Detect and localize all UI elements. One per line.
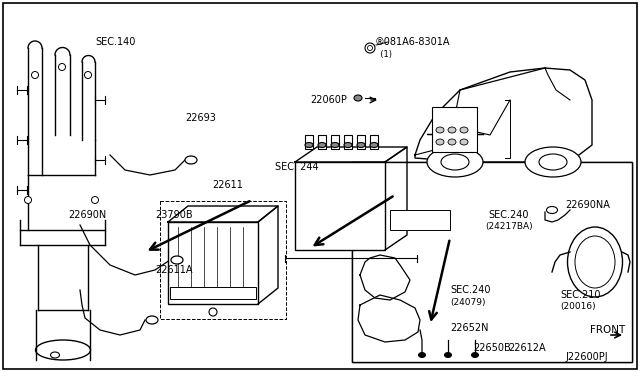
Ellipse shape <box>344 142 352 148</box>
Bar <box>168 222 258 304</box>
Ellipse shape <box>209 308 217 316</box>
Ellipse shape <box>357 142 365 148</box>
Text: 23790B: 23790B <box>155 210 193 220</box>
Ellipse shape <box>171 256 183 264</box>
Bar <box>318 135 326 149</box>
Text: SEC.210: SEC.210 <box>560 290 600 300</box>
Ellipse shape <box>51 352 60 358</box>
Ellipse shape <box>525 147 581 177</box>
Ellipse shape <box>427 147 483 177</box>
Ellipse shape <box>419 353 426 357</box>
Ellipse shape <box>185 156 197 164</box>
Bar <box>170 287 256 299</box>
Bar <box>331 135 339 149</box>
Ellipse shape <box>146 316 158 324</box>
Text: 22611A: 22611A <box>155 265 193 275</box>
Text: 22693: 22693 <box>185 113 216 123</box>
Text: SEC.240: SEC.240 <box>488 210 529 220</box>
Text: SEC.240: SEC.240 <box>450 285 490 295</box>
Text: 22650B: 22650B <box>473 343 511 353</box>
Text: 22060P: 22060P <box>310 95 347 105</box>
Ellipse shape <box>331 142 339 148</box>
Ellipse shape <box>370 142 378 148</box>
Ellipse shape <box>354 95 362 101</box>
Ellipse shape <box>448 127 456 133</box>
Bar <box>432 107 477 152</box>
Ellipse shape <box>365 43 375 53</box>
Bar <box>305 135 313 149</box>
Ellipse shape <box>84 71 92 78</box>
Text: (1): (1) <box>375 51 392 60</box>
Ellipse shape <box>58 64 65 71</box>
Ellipse shape <box>436 139 444 145</box>
Text: 22690N: 22690N <box>68 210 106 220</box>
Ellipse shape <box>318 142 326 148</box>
Text: FRONT: FRONT <box>590 325 625 335</box>
Text: 22690NA: 22690NA <box>565 200 610 210</box>
Text: (20016): (20016) <box>560 302 596 311</box>
Ellipse shape <box>305 142 313 148</box>
Ellipse shape <box>441 154 469 170</box>
Bar <box>370 135 378 149</box>
Bar <box>352 162 632 362</box>
Text: 22652N: 22652N <box>450 323 488 333</box>
Bar <box>357 135 365 149</box>
Ellipse shape <box>460 127 468 133</box>
Ellipse shape <box>445 353 451 357</box>
Bar <box>295 162 385 250</box>
Text: J22600PJ: J22600PJ <box>565 352 607 362</box>
Text: SEC.140: SEC.140 <box>95 37 136 47</box>
Bar <box>390 210 450 230</box>
Ellipse shape <box>539 154 567 170</box>
Bar <box>352 162 632 362</box>
Ellipse shape <box>92 196 99 203</box>
Ellipse shape <box>367 45 372 51</box>
Text: 22611: 22611 <box>212 180 243 190</box>
Text: (24079): (24079) <box>450 298 486 307</box>
Ellipse shape <box>460 139 468 145</box>
Text: 22612A: 22612A <box>508 343 546 353</box>
Text: ®081A6-8301A: ®081A6-8301A <box>375 37 451 47</box>
Ellipse shape <box>436 127 444 133</box>
Ellipse shape <box>35 340 90 360</box>
Ellipse shape <box>31 71 38 78</box>
Ellipse shape <box>472 353 479 357</box>
Text: (24217BA): (24217BA) <box>485 222 532 231</box>
Ellipse shape <box>568 227 623 297</box>
Ellipse shape <box>575 236 615 288</box>
Bar <box>344 135 352 149</box>
Ellipse shape <box>547 206 557 214</box>
Ellipse shape <box>448 139 456 145</box>
Text: SEC. 244: SEC. 244 <box>275 162 319 172</box>
Ellipse shape <box>24 196 31 203</box>
